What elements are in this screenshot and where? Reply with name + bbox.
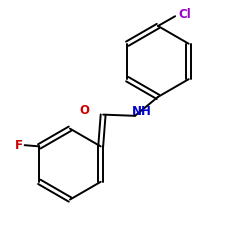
Text: O: O [80, 104, 90, 118]
Text: Cl: Cl [178, 8, 191, 22]
Text: F: F [15, 139, 23, 152]
Text: NH: NH [132, 106, 152, 118]
